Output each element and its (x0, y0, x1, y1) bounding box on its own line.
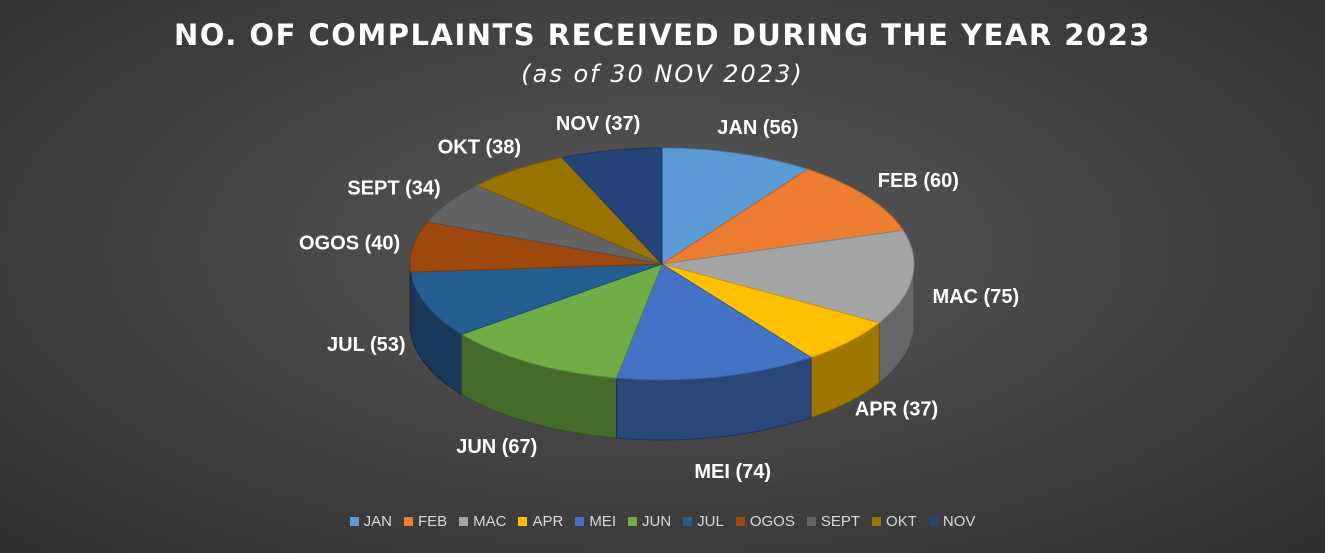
data-label-okt: OKT (38) (438, 136, 521, 158)
data-label-feb: FEB (60) (878, 170, 959, 192)
legend-swatch-jan (349, 517, 359, 526)
legend-label-nov: NOV (942, 513, 976, 530)
pie-slice-jul (410, 263, 663, 335)
data-label-jul: JUL (53) (327, 334, 406, 356)
legend-label-jan: JAN (363, 513, 392, 530)
chart-title: NO. OF COMPLAINTS RECEIVED DURING THE YE… (174, 18, 1151, 52)
legend-swatch-okt (872, 517, 882, 526)
chart-subtitle: (as of 30 NOV 2023) (521, 60, 804, 88)
data-label-sept: SEPT (34) (347, 178, 440, 200)
data-label-mac: MAC (75) (932, 286, 1019, 308)
legend-item-jul: JUL (683, 513, 724, 530)
legend-item-feb: FEB (403, 513, 448, 530)
legend-swatch-nov (928, 517, 938, 526)
legend-label-mei: MEI (589, 513, 616, 530)
pie-slice-mac (661, 229, 915, 324)
legend-label-mac: MAC (473, 513, 507, 530)
legend-item-ogos: OGOS (735, 513, 795, 530)
legend-label-sept: SEPT (820, 513, 861, 530)
legend-item-apr: APR (518, 513, 563, 530)
pie-slice-jun (460, 263, 663, 379)
legend-swatch-apr (518, 517, 528, 526)
pie-slice-feb (661, 168, 905, 265)
legend-item-nov: NOV (928, 513, 976, 530)
legend-item-jun: JUN (627, 513, 672, 530)
legend-item-mei: MEI (575, 513, 616, 530)
legend-swatch-mei (575, 517, 585, 526)
legend-swatch-ogos (735, 517, 745, 526)
data-label-mei: MEI (74) (694, 461, 771, 483)
legend-label-apr: APR (532, 513, 564, 530)
pie-slice-mei (615, 263, 813, 381)
legend-swatch-sept (806, 517, 816, 526)
legend-item-okt: OKT (872, 513, 917, 530)
chart-legend: JAN FEB MAC APR MEI JUN JUL OGOS SEPT OKT NOV (0, 513, 1325, 530)
legend-swatch-jul (683, 517, 693, 526)
legend-label-jul: JUL (697, 513, 724, 530)
legend-swatch-jun (627, 517, 637, 526)
data-label-nov: NOV (37) (556, 113, 640, 135)
legend-item-sept: SEPT (806, 513, 861, 530)
legend-swatch-mac (459, 517, 469, 526)
data-label-apr: APR (37) (855, 399, 938, 421)
data-label-jun: JUN (67) (456, 436, 537, 458)
legend-label-ogos: OGOS (749, 513, 795, 530)
legend-label-okt: OKT (886, 513, 917, 530)
pie-slice-ogos (409, 221, 663, 273)
pie-slice-jan (661, 147, 809, 265)
legend-label-jun: JUN (641, 513, 672, 530)
legend-swatch-feb (403, 517, 413, 526)
legend-label-feb: FEB (417, 513, 448, 530)
data-label-ogos: OGOS (40) (299, 232, 400, 254)
legend-item-jan: JAN (349, 513, 392, 530)
pie-slice-nov (561, 147, 663, 266)
data-label-jan: JAN (56) (717, 117, 798, 139)
legend-item-mac: MAC (459, 513, 506, 530)
